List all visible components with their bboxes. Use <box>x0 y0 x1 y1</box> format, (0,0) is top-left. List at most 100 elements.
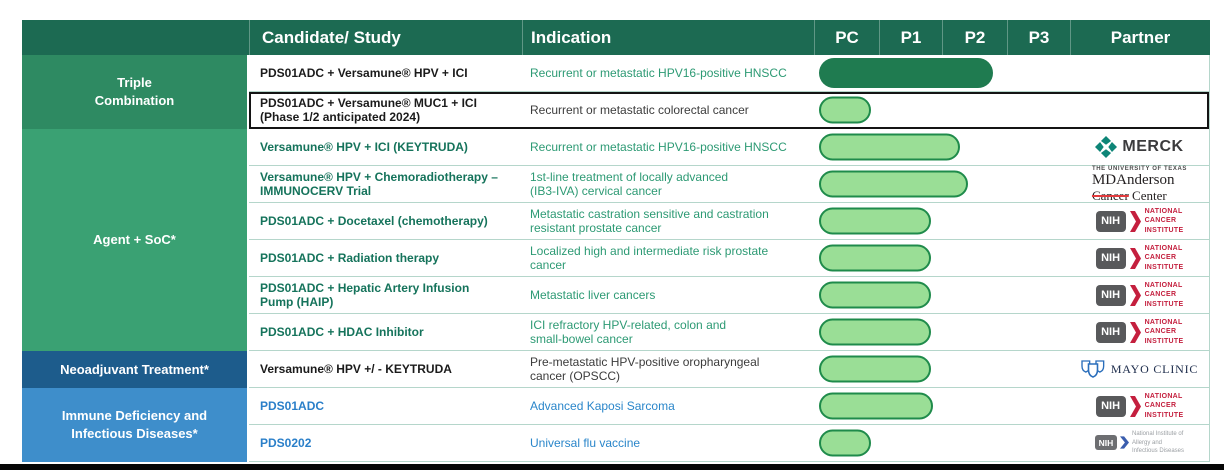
header-category-spacer <box>22 20 249 55</box>
nci-wordmark-line: CANCER <box>1144 328 1177 336</box>
indication-cell: Metastatic liver cancers <box>530 287 656 302</box>
phase-progress-pill <box>819 281 931 309</box>
indication-cell: ICI refractory HPV-related, colon and sm… <box>530 317 727 346</box>
pipeline-row: PDS01ADC + Radiation therapy Localized hi… <box>249 240 1209 277</box>
nci-wordmark-line: INSTITUTE <box>1144 263 1184 271</box>
partner-cell: MERCK <box>1070 129 1209 165</box>
pipeline-group-1: Agent + SoC* Versamune® HPV + ICI (KEYTRU… <box>22 129 1210 351</box>
nci-wordmark-line: CANCER <box>1144 254 1177 262</box>
chevron-icon <box>1129 284 1141 306</box>
candidate-cell: PDS01ADC <box>260 398 325 413</box>
indication-cell: Pre-metastatic HPV-positive oropharyngea… <box>530 354 760 383</box>
nih-nci-logo: NIH NATIONAL CANCER INSTITUTE <box>1095 392 1184 419</box>
pipeline-row: PDS01ADC + Versamune® MUC1 + ICI (Phase … <box>249 92 1209 129</box>
indication-cell: Metastatic castration sensitive and cast… <box>530 206 769 235</box>
partner-cell: NIH NATIONAL CANCER INSTITUTE <box>1070 277 1209 313</box>
phase-progress-pill <box>819 58 993 88</box>
header-candidate-study: Candidate/ Study <box>249 20 522 55</box>
partner-cell: NIH NATIONAL CANCER INSTITUTE <box>1070 314 1209 350</box>
candidate-cell: PDS01ADC + HDAC Inhibitor <box>260 324 424 339</box>
candidate-cell: PDS0202 <box>260 435 312 450</box>
nih-logo-box: NIH <box>1094 435 1117 451</box>
header-phase-p3: P3 <box>1007 20 1070 55</box>
merck-icon <box>1095 136 1118 158</box>
candidate-cell: PDS01ADC + Hepatic Artery Infusion Pump … <box>260 280 470 309</box>
group-rows: PDS01ADC + Versamune® HPV + ICI Recurrent… <box>249 55 1210 129</box>
phase-track <box>814 425 1070 461</box>
pipeline-group-0: Triple Combination PDS01ADC + Versamune® … <box>22 55 1210 129</box>
md-anderson-cancer-center-line: Cancer Center <box>1092 187 1187 203</box>
nci-wordmark-line: CANCER <box>1144 217 1177 225</box>
pipeline-row: PDS01ADC + HDAC Inhibitor ICI refractory … <box>249 314 1209 351</box>
candidate-cell: PDS01ADC + Versamune® HPV + ICI <box>260 65 468 80</box>
nih-logo-box: NIH <box>1095 210 1126 232</box>
phase-progress-pill <box>819 318 931 346</box>
nci-wordmark: NATIONAL CANCER INSTITUTE <box>1145 392 1184 419</box>
phase-track <box>814 92 1070 128</box>
group-rows: Versamune® HPV + ICI (KEYTRUDA) Recurrent… <box>249 129 1210 351</box>
nci-wordmark: NATIONAL CANCER INSTITUTE <box>1145 207 1184 234</box>
footer-divider-bar <box>0 464 1224 470</box>
phase-progress-pill <box>819 355 931 383</box>
phase-progress-pill <box>819 170 968 198</box>
indication-cell: Recurrent or metastatic HPV16-positive H… <box>530 65 787 80</box>
pipeline-row: Versamune® HPV +/ - KEYTRUDA Pre-metastat… <box>249 351 1209 388</box>
nih-logo-box: NIH <box>1095 321 1126 343</box>
group-rows: Versamune® HPV +/ - KEYTRUDA Pre-metastat… <box>249 351 1210 388</box>
pipeline-row: PDS01ADC + Docetaxel (chemotherapy) Metas… <box>249 203 1209 240</box>
chevron-icon <box>1129 247 1141 269</box>
pipeline-row: PDS01ADC Advanced Kaposi Sarcoma NIH NATION… <box>249 388 1209 425</box>
niaid-wordmark: National Institute of Allergy and Infectio… <box>1132 430 1184 455</box>
table-body: Triple Combination PDS01ADC + Versamune® … <box>22 55 1210 462</box>
indication-cell: 1st-line treatment of locally advanced (… <box>530 169 729 198</box>
partner-cell: THE UNIVERSITY OF TEXAS MDAnderson Cancer … <box>1070 166 1209 202</box>
category-label: Triple Combination <box>22 55 249 129</box>
phase-progress-pill <box>819 96 871 124</box>
candidate-cell: PDS01ADC + Versamune® MUC1 + ICI (Phase … <box>260 95 477 124</box>
pipeline-table: Candidate/ Study Indication PC P1 P2 P3 … <box>22 20 1210 462</box>
mayo-clinic-logo: MAYO CLINIC <box>1081 358 1198 380</box>
pipeline-row: Versamune® HPV + ICI (KEYTRUDA) Recurrent… <box>249 129 1209 166</box>
indication-cell: Recurrent or metastatic HPV16-positive H… <box>530 139 787 154</box>
category-label: Immune Deficiency and Infectious Disease… <box>22 388 249 462</box>
indication-cell: Universal flu vaccine <box>530 435 641 450</box>
category-label: Agent + SoC* <box>22 129 249 351</box>
candidate-cell: Versamune® HPV + Chemoradiotherapy – IMM… <box>260 169 498 198</box>
nci-wordmark-line: INSTITUTE <box>1144 411 1184 419</box>
nci-wordmark-line: NATIONAL <box>1144 245 1183 253</box>
nci-wordmark: NATIONAL CANCER INSTITUTE <box>1145 318 1184 345</box>
partner-cell: NIH NATIONAL CANCER INSTITUTE <box>1070 388 1209 424</box>
chevron-icon <box>1119 435 1129 450</box>
candidate-cell: PDS01ADC + Docetaxel (chemotherapy) <box>260 213 488 228</box>
header-phase-p1: P1 <box>879 20 942 55</box>
table-header: Candidate/ Study Indication PC P1 P2 P3 … <box>22 20 1210 55</box>
candidate-cell: PDS01ADC + Radiation therapy <box>260 250 440 265</box>
nci-wordmark-line: CANCER <box>1144 402 1177 410</box>
nih-logo-box: NIH <box>1095 247 1126 269</box>
partner-cell: NIH NATIONAL CANCER INSTITUTE <box>1070 203 1209 239</box>
nih-logo-box: NIH <box>1095 284 1126 306</box>
candidate-cell: Versamune® HPV + ICI (KEYTRUDA) <box>260 139 468 154</box>
phase-progress-pill <box>819 207 931 235</box>
phase-track <box>814 314 1070 350</box>
merck-logo: MERCK <box>1095 136 1183 158</box>
header-partner: Partner <box>1070 20 1210 55</box>
nci-wordmark-line: NATIONAL <box>1144 319 1183 327</box>
nci-wordmark-line: INSTITUTE <box>1144 226 1184 234</box>
header-phase-pc: PC <box>814 20 879 55</box>
category-label: Neoadjuvant Treatment* <box>22 351 249 388</box>
nci-wordmark-line: NATIONAL <box>1144 282 1183 290</box>
md-anderson-center-text: Center <box>1128 187 1167 203</box>
nci-wordmark-line: NATIONAL <box>1144 208 1183 216</box>
merck-wordmark: MERCK <box>1122 138 1184 155</box>
mayo-clinic-wordmark: MAYO CLINIC <box>1110 361 1199 376</box>
pipeline-row: PDS01ADC + Hepatic Artery Infusion Pump … <box>249 277 1209 314</box>
phase-track <box>814 203 1070 239</box>
nih-nci-logo: NIH NATIONAL CANCER INSTITUTE <box>1095 281 1184 308</box>
partner-cell: NIH NATIONAL CANCER INSTITUTE <box>1070 240 1209 276</box>
partner-cell <box>1070 92 1209 128</box>
nci-wordmark-line: INSTITUTE <box>1144 300 1184 308</box>
nci-wordmark-line: CANCER <box>1144 291 1177 299</box>
nih-nci-logo: NIH NATIONAL CANCER INSTITUTE <box>1095 207 1184 234</box>
partner-cell: MAYO CLINIC <box>1070 351 1209 387</box>
